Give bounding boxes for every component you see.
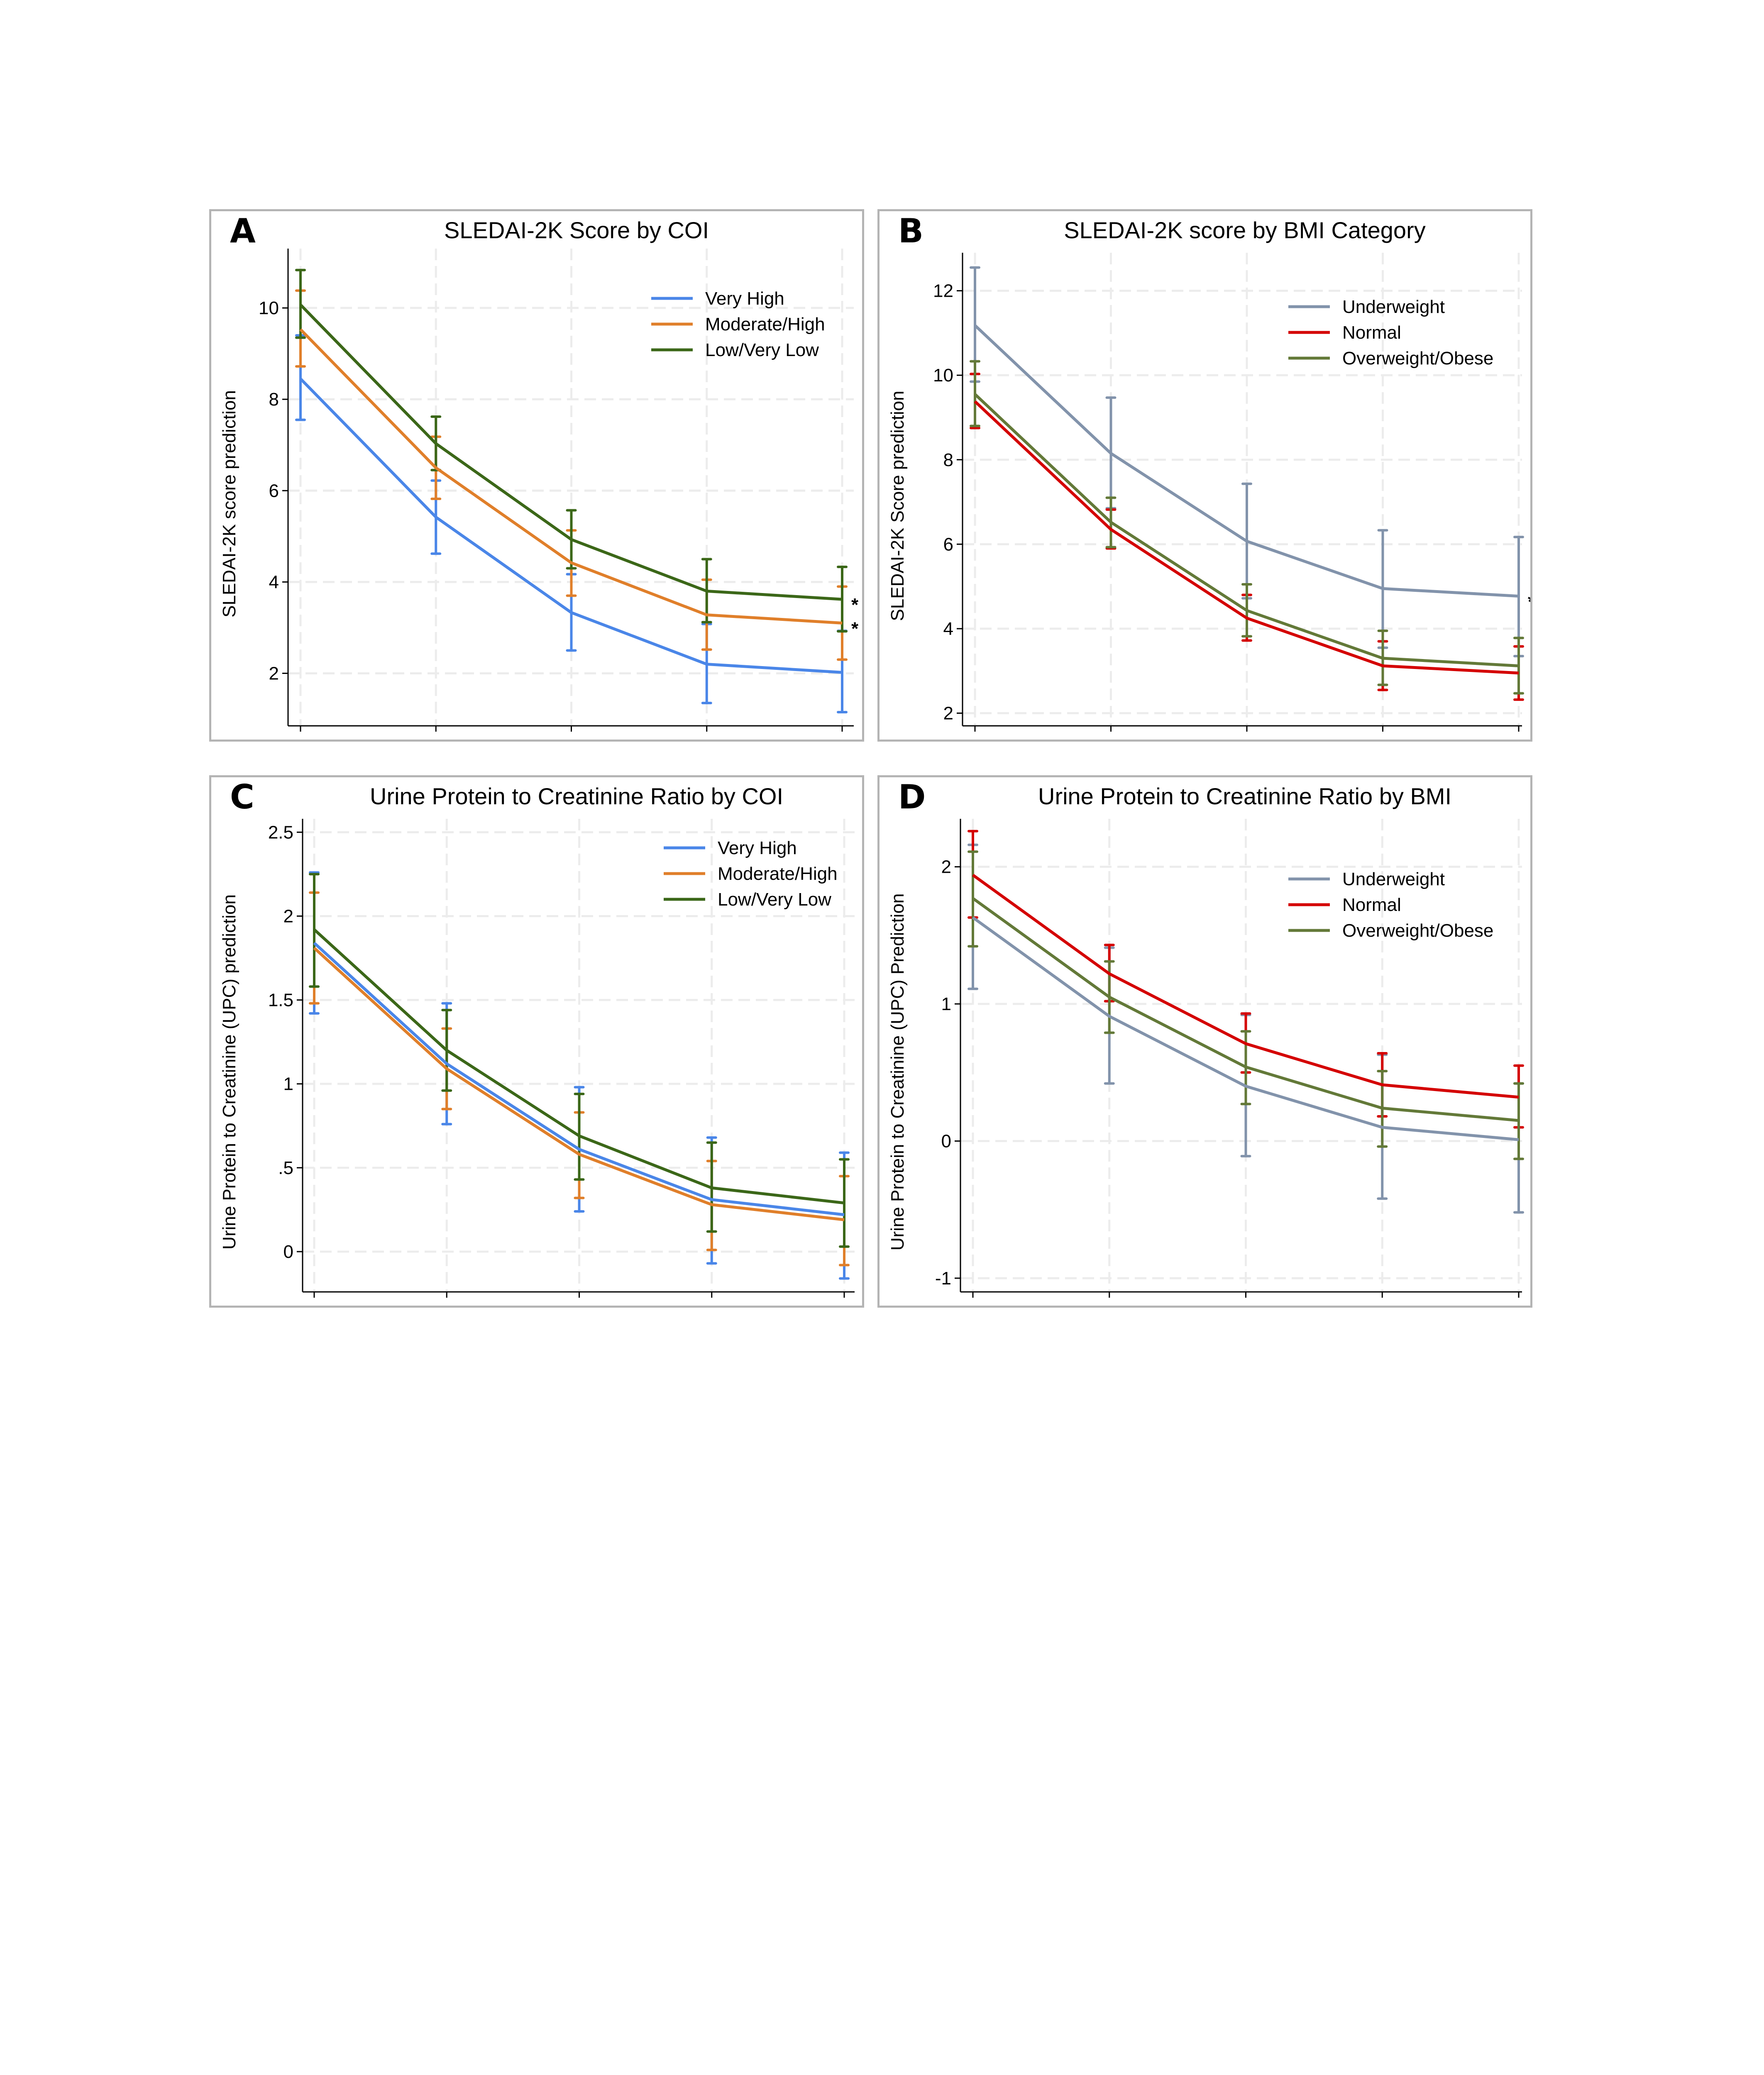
legend: Very High Moderate/High Low/Very Low xyxy=(664,838,838,910)
panel-letter: C xyxy=(230,778,254,816)
legend: Underweight Normal Overweight/Obese xyxy=(1288,297,1493,369)
y-tick-label: 2 xyxy=(283,906,293,926)
y-tick-label: 6 xyxy=(269,481,279,501)
legend-label: Moderate/High xyxy=(718,864,838,884)
y-tick-label: 2.5 xyxy=(268,822,293,842)
y-tick-label: 8 xyxy=(269,389,279,410)
significance-star: * xyxy=(851,595,859,615)
panel-letter: D xyxy=(898,778,926,816)
chart-svg-c: C Urine Protein to Creatinine Ratio by CO… xyxy=(219,778,855,1306)
panel-letter: A xyxy=(230,212,256,250)
panel-d: D Urine Protein to Creatinine Ratio by BM… xyxy=(877,775,1532,1308)
x-tick-label: 6 xyxy=(1104,1303,1114,1306)
legend-label: Low/Very Low xyxy=(718,889,831,910)
legend-label: Low/Very Low xyxy=(705,340,819,360)
x-tick-label: 18 xyxy=(1372,1303,1393,1306)
y-tick-label: 4 xyxy=(943,619,953,639)
y-axis-label: Urine Protein to Creatinine (UPC) Predic… xyxy=(887,893,908,1251)
x-tick-label: 18 xyxy=(696,737,717,740)
y-tick-label: 2 xyxy=(269,663,279,684)
x-tick-label: 12 xyxy=(1236,1303,1256,1306)
y-axis-label: SLEDAI-2K Score prediction xyxy=(887,391,908,621)
y-tick-label: 6 xyxy=(943,534,953,554)
y-tick-label: 2 xyxy=(941,857,951,877)
x-tick-label: 0 xyxy=(309,1303,319,1306)
legend-label: Very High xyxy=(718,838,797,858)
y-tick-label: 0 xyxy=(283,1242,293,1262)
x-tick-label: 0 xyxy=(296,737,305,740)
y-axis-label: Urine Protein to Creatinine (UPC) predic… xyxy=(219,894,239,1250)
x-tick-label: 18 xyxy=(1373,737,1393,740)
legend-label: Normal xyxy=(1342,895,1401,915)
significance-star: * xyxy=(851,618,859,639)
y-tick-label: 10 xyxy=(933,365,953,386)
x-tick-label: 12 xyxy=(561,737,581,740)
x-tick-label: 0 xyxy=(968,1303,978,1306)
y-tick-label: .5 xyxy=(278,1158,293,1178)
chart-title: Urine Protein to Creatinine Ratio by COI xyxy=(370,783,783,809)
legend-label: Normal xyxy=(1342,322,1401,343)
significance-star: * xyxy=(1528,592,1530,612)
legend-label: Moderate/High xyxy=(705,314,825,334)
y-tick-label: 8 xyxy=(943,450,953,470)
y-tick-label: 10 xyxy=(259,298,279,318)
chart-title: SLEDAI-2K score by BMI Category xyxy=(1064,217,1425,243)
x-tick-label: 6 xyxy=(1106,737,1116,740)
legend-label: Overweight/Obese xyxy=(1342,920,1493,941)
y-tick-label: 4 xyxy=(269,572,279,592)
panel-b: B SLEDAI-2K score by BMI Category 2 4 6 8 10 12… xyxy=(877,209,1532,742)
y-tick-label: -1 xyxy=(935,1268,951,1289)
panel-c: C Urine Protein to Creatinine Ratio by CO… xyxy=(209,775,864,1308)
chart-title: Urine Protein to Creatinine Ratio by BMI xyxy=(1038,783,1451,809)
chart-title: SLEDAI-2K Score by COI xyxy=(444,217,709,243)
chart-svg-d: D Urine Protein to Creatinine Ratio by BM… xyxy=(887,778,1529,1306)
x-tick-label: 6 xyxy=(431,737,441,740)
legend: Underweight Normal Overweight/Obese xyxy=(1288,869,1493,941)
legend-label: Overweight/Obese xyxy=(1342,348,1493,369)
legend-label: Very High xyxy=(705,288,784,309)
y-tick-label: 1 xyxy=(941,994,951,1014)
y-tick-label: 2 xyxy=(943,703,953,723)
legend-label: Underweight xyxy=(1342,297,1445,317)
x-tick-label: 0 xyxy=(970,737,980,740)
x-tick-label: 12 xyxy=(1237,737,1257,740)
x-tick-label: 24 xyxy=(832,737,853,740)
y-tick-label: 1.5 xyxy=(268,990,293,1011)
legend-label: Underweight xyxy=(1342,869,1445,889)
panel-letter: B xyxy=(898,212,924,250)
chart-svg-b: B SLEDAI-2K score by BMI Category24681012… xyxy=(887,212,1530,740)
x-tick-label: 6 xyxy=(442,1303,452,1306)
x-tick-label: 18 xyxy=(701,1303,722,1306)
x-tick-label: 12 xyxy=(569,1303,589,1306)
series-overweight-obese xyxy=(970,360,1524,695)
y-tick-label: 0 xyxy=(941,1131,951,1152)
y-tick-label: 12 xyxy=(933,281,953,301)
y-axis-label: SLEDAI-2K score prediction xyxy=(219,390,239,618)
legend: Very High Moderate/High Low/Very Low xyxy=(651,288,825,360)
x-tick-label: 24 xyxy=(834,1303,855,1306)
x-tick-label: 24 xyxy=(1509,737,1529,740)
y-tick-label: 1 xyxy=(283,1074,293,1094)
x-tick-label: 24 xyxy=(1509,1303,1529,1306)
